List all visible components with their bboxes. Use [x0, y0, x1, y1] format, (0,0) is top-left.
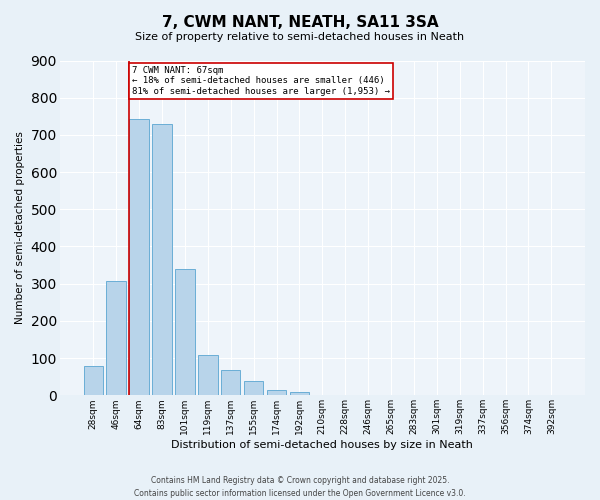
Bar: [152, 124, 172, 396]
Bar: [83, 366, 103, 396]
Bar: [106, 280, 126, 396]
Text: Size of property relative to semi-detached houses in Neath: Size of property relative to semi-detach…: [136, 32, 464, 42]
X-axis label: Distribution of semi-detached houses by size in Neath: Distribution of semi-detached houses by …: [172, 440, 473, 450]
Bar: [130, 120, 149, 396]
Text: 7, CWM NANT, NEATH, SA11 3SA: 7, CWM NANT, NEATH, SA11 3SA: [161, 15, 439, 30]
Bar: [175, 269, 194, 396]
Bar: [221, 370, 241, 396]
Y-axis label: Number of semi-detached properties: Number of semi-detached properties: [15, 132, 25, 324]
Bar: [290, 392, 309, 396]
Text: Contains HM Land Registry data © Crown copyright and database right 2025.
Contai: Contains HM Land Registry data © Crown c…: [134, 476, 466, 498]
Bar: [267, 390, 286, 396]
Text: 7 CWM NANT: 67sqm
← 18% of semi-detached houses are smaller (446)
81% of semi-de: 7 CWM NANT: 67sqm ← 18% of semi-detached…: [132, 66, 390, 96]
Bar: [244, 381, 263, 396]
Bar: [198, 355, 218, 396]
